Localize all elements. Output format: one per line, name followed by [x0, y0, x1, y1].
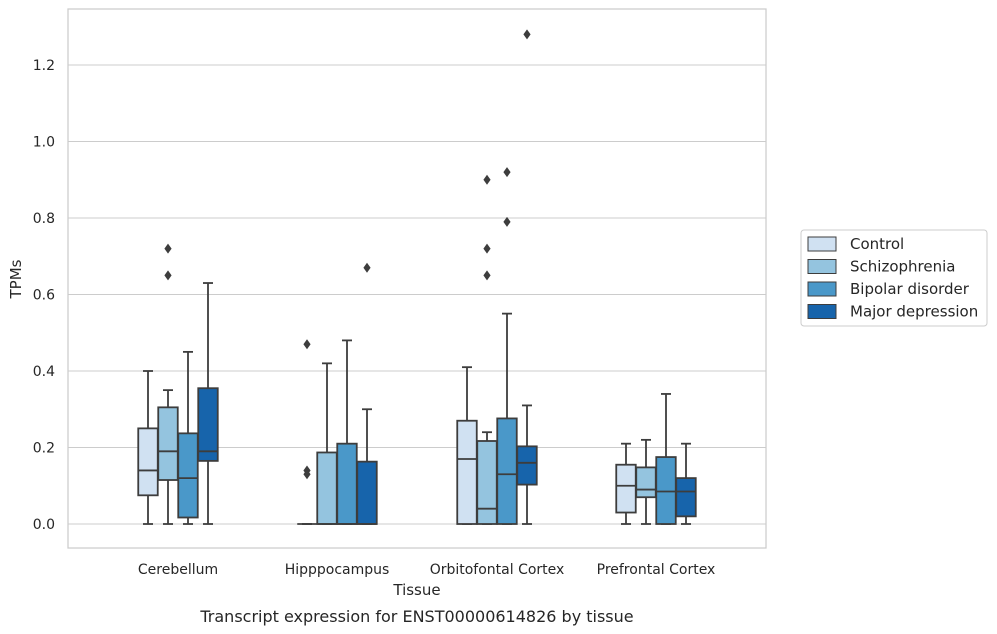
legend-swatch	[807, 236, 837, 252]
box-groups	[137, 29, 697, 525]
legend-swatch	[807, 259, 837, 274]
y-tick-labels: 0.0 0.2 0.4 0.6 0.8 1.0 1.2	[33, 58, 55, 533]
box-element	[177, 350, 199, 525]
box-iqr	[316, 451, 338, 525]
box-iqr	[655, 456, 677, 525]
legend: Control Schizophrenia Bipolar disorder Majo…	[800, 229, 988, 327]
x-tick-labels: Cerebellum Hipppocampus Orbitofontal Corte…	[138, 562, 715, 578]
y-tick-label: 0.2	[33, 441, 55, 457]
box-element	[456, 366, 478, 525]
y-axis-label: TPMs	[7, 259, 25, 299]
box-iqr	[157, 406, 179, 481]
y-tick-label: 1.2	[33, 58, 55, 74]
box-element	[197, 282, 219, 525]
legend-label: Control	[850, 235, 904, 253]
x-axis-label: Tissue	[392, 581, 440, 599]
y-tick-label: 0.0	[33, 517, 55, 533]
box-element	[297, 339, 317, 525]
box-element	[157, 243, 179, 525]
box-element	[615, 442, 637, 525]
box-element	[336, 339, 358, 525]
box-iqr	[476, 440, 498, 525]
box-element	[496, 167, 518, 525]
box-iqr	[615, 463, 637, 514]
y-tick-label: 0.4	[33, 364, 55, 380]
legend-swatch	[807, 304, 837, 319]
outlier-point	[483, 243, 491, 254]
outlier-point	[523, 29, 531, 40]
box-iqr	[635, 466, 657, 499]
box-group	[456, 29, 538, 525]
legend-label: Bipolar disorder	[850, 280, 970, 298]
outlier-point	[303, 469, 311, 480]
box-iqr	[177, 432, 199, 519]
box-iqr	[456, 419, 478, 525]
y-tick-label: 1.0	[33, 135, 55, 151]
x-tick-label: Cerebellum	[138, 562, 218, 578]
outlier-point	[503, 216, 511, 227]
outlier-point	[164, 270, 172, 281]
outlier-point	[363, 262, 371, 273]
x-tick-label: Hipppocampus	[285, 562, 390, 578]
y-tick-label: 0.8	[33, 211, 55, 227]
legend-swatch	[807, 281, 837, 297]
box-iqr	[137, 427, 159, 497]
plot-frame	[67, 8, 767, 549]
legend-label: Schizophrenia	[850, 258, 955, 276]
x-tick-label: Orbitofontal Cortex	[430, 562, 565, 578]
outlier-point	[483, 174, 491, 185]
chart-caption: Transcript expression for ENST0000061482…	[199, 607, 633, 626]
box-element	[655, 393, 677, 525]
box-iqr	[356, 460, 378, 525]
y-tick-label: 0.6	[33, 288, 55, 304]
box-group	[137, 243, 219, 525]
box-element	[516, 29, 538, 525]
box-iqr	[336, 442, 358, 525]
box-iqr	[675, 477, 697, 518]
box-element	[316, 362, 338, 525]
legend-frame	[800, 229, 988, 327]
outlier-point	[503, 167, 511, 178]
box-iqr	[496, 417, 518, 525]
box-element	[675, 442, 697, 525]
box-element	[356, 262, 378, 525]
box-iqr	[197, 387, 219, 462]
box-iqr	[516, 445, 538, 486]
box-element	[635, 438, 657, 525]
box-group	[615, 393, 697, 525]
box-element	[137, 370, 159, 525]
outlier-point	[164, 243, 172, 254]
outlier-point	[483, 270, 491, 281]
box-element	[476, 174, 498, 525]
box-group	[297, 262, 378, 525]
legend-label: Major depression	[850, 303, 978, 321]
outlier-point	[303, 339, 311, 350]
x-tick-label: Prefrontal Cortex	[597, 562, 716, 578]
